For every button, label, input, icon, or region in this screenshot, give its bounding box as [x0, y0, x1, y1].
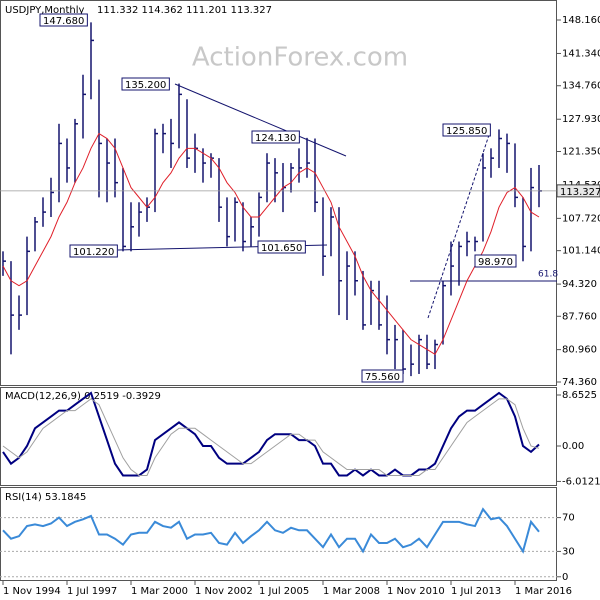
y-tick-label: 94.320	[562, 279, 597, 290]
y-tick-label: 0.00	[562, 441, 584, 452]
x-tick-label: 1 Nov 2010	[387, 586, 445, 597]
annotation-label: 75.560	[365, 372, 400, 383]
y-tick-label: 101.140	[562, 246, 600, 257]
macd-title: MACD(12,26,9) 0.2519 -0.3929	[5, 391, 161, 402]
moving-average	[2, 132, 540, 356]
y-tick-label: 134.760	[562, 81, 600, 92]
last-price-label: 113.327	[560, 187, 600, 198]
macd-panel	[0, 387, 557, 486]
y-tick-label: 148.160	[562, 15, 600, 26]
annotation-box	[69, 244, 118, 258]
x-tick-label: 1 Mar 2008	[323, 586, 380, 597]
rsi-panel	[0, 487, 557, 581]
annotation-label: 98.970	[478, 257, 513, 268]
annotation-box	[39, 13, 88, 27]
annotation-label: 147.680	[43, 16, 84, 27]
y-tick-label: 74.360	[562, 377, 597, 388]
trend-line	[174, 83, 347, 157]
x-tick-label: 1 Jul 2005	[259, 586, 309, 597]
y-tick-label: 141.340	[562, 48, 600, 59]
indicator-line	[2, 398, 540, 476]
annotation-label: 135.200	[125, 80, 166, 91]
annotation-box	[361, 369, 404, 383]
y-tick-label: 87.760	[562, 311, 597, 322]
x-tick-label: 1 Nov 2002	[195, 586, 253, 597]
indicator-line	[2, 507, 540, 554]
last-price-tag	[556, 184, 600, 198]
x-tick-label: 1 Mar 2016	[515, 586, 572, 597]
y-tick-label: 121.350	[562, 147, 600, 158]
annotation-label: 101.220	[73, 247, 114, 258]
y-tick-label: 107.720	[562, 213, 600, 224]
annotation-box	[442, 123, 491, 137]
x-tick-label: 1 Mar 2000	[131, 586, 188, 597]
y-tick-label: 127.930	[562, 114, 600, 125]
x-tick-label: 1 Nov 1994	[3, 586, 61, 597]
x-tick-label: 1 Jul 2013	[451, 586, 501, 597]
annotation-box	[121, 77, 170, 91]
watermark: ActionForex.com	[192, 43, 408, 73]
price-header: 111.332 114.362 111.201 113.327	[97, 5, 272, 16]
annotation-box	[474, 254, 517, 268]
indicator-line	[2, 391, 540, 477]
annotation-label: 124.130	[255, 133, 296, 144]
chart-title: USDJPY,Monthly	[5, 5, 85, 16]
annotation-box	[251, 130, 300, 144]
y-tick-label: 80.960	[562, 345, 597, 356]
annotation-label: 61.8	[538, 270, 558, 280]
y-tick-label: -6.0121	[562, 476, 600, 487]
annotation-box	[257, 240, 306, 254]
x-tick-label: 1 Jul 1997	[67, 586, 117, 597]
y-tick-label: 30	[562, 546, 575, 557]
y-tick-label: 0	[562, 572, 568, 583]
projection-line	[427, 131, 491, 319]
rsi-title: RSI(14) 53.1845	[5, 492, 86, 503]
y-tick-label: 8.6525	[562, 390, 597, 401]
y-tick-label: 70	[562, 513, 575, 524]
annotation-label: 125.850	[446, 126, 487, 137]
annotation-label: 101.650	[261, 243, 302, 254]
